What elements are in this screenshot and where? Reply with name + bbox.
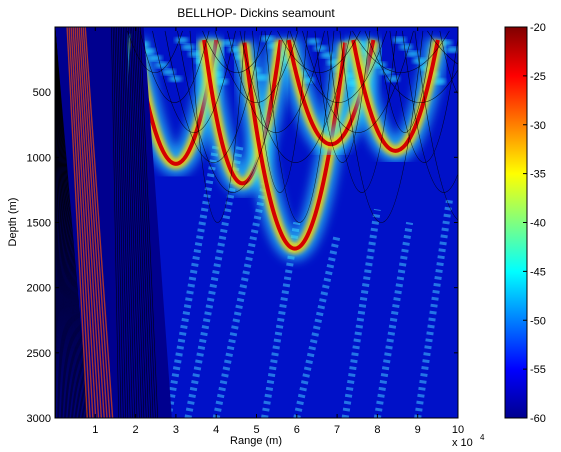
- surface-energy: [399, 44, 413, 50]
- surface-energy: [175, 37, 189, 43]
- colorbar-tick-label: -60: [530, 413, 546, 425]
- plot-area: [55, 27, 538, 418]
- colorbar-tick-label: -35: [530, 169, 546, 181]
- x-tick-label: 8: [374, 424, 380, 436]
- y-tick-label: 1500: [27, 218, 51, 230]
- colorbar-tick-label: -20: [530, 22, 546, 34]
- colorbar-tick-label: -25: [530, 71, 546, 83]
- x-tick-label: 4: [213, 424, 219, 436]
- x-tick-label: 2: [133, 424, 139, 436]
- x-multiplier-base: x 10: [452, 437, 473, 449]
- surface-energy: [392, 37, 406, 43]
- y-tick-label: 2000: [27, 283, 51, 295]
- y-tick-label: 3000: [27, 413, 51, 425]
- colorbar-tick-label: -45: [530, 266, 546, 278]
- surface-energy: [307, 38, 321, 44]
- chart-title: BELLHOP- Dickins seamount: [177, 6, 335, 20]
- y-tick-label: 1000: [27, 152, 51, 164]
- x-tick-label: 9: [415, 424, 421, 436]
- y-tick-label: 500: [33, 87, 51, 99]
- x-tick-label: 6: [294, 424, 300, 436]
- colorbar-tick-label: -55: [530, 364, 546, 376]
- x-tick-label: 3: [173, 424, 179, 436]
- x-axis-label: Range (m): [230, 435, 282, 447]
- x-tick-label: 7: [334, 424, 340, 436]
- colorbar-tick-label: -50: [530, 315, 546, 327]
- x-tick-label: 1: [92, 424, 98, 436]
- x-multiplier-exponent: 4: [480, 433, 485, 442]
- y-tick-label: 2500: [27, 348, 51, 360]
- x-tick-label: 10: [452, 424, 464, 436]
- y-axis-label: Depth (m): [7, 198, 19, 247]
- colorbar-tick-label: -30: [530, 120, 546, 132]
- colorbar: -20 -25 -30 -35 -40 -45 -50 -55 -60: [505, 22, 546, 425]
- colorbar-tick-label: -40: [530, 218, 546, 230]
